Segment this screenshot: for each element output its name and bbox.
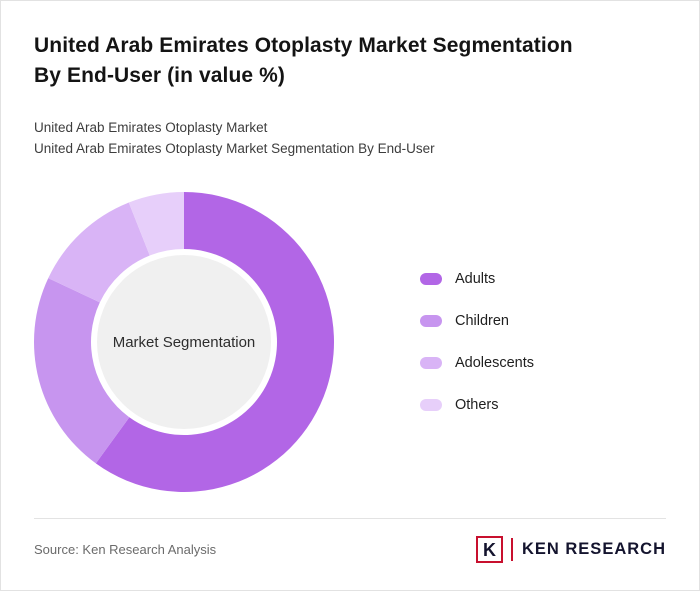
legend-swatch-adolescents xyxy=(420,356,442,369)
logo-k-letter: K xyxy=(482,539,496,560)
page-title: United Arab Emirates Otoplasty Market Se… xyxy=(34,31,666,92)
donut-center-circle xyxy=(97,254,271,429)
donut-segments xyxy=(34,191,334,492)
legend-item-adults[interactable]: Adults xyxy=(420,271,534,287)
legend-item-others[interactable]: Others xyxy=(420,397,534,413)
footer: Source: Ken Research Analysis K KEN RESE… xyxy=(34,518,666,563)
donut-segment-adults[interactable] xyxy=(95,191,334,492)
logo-k-emblem: K xyxy=(475,536,503,563)
legend-item-adolescents[interactable]: Adolescents xyxy=(420,355,534,371)
legend-label-children: Children xyxy=(455,312,509,329)
subtitle-market: United Arab Emirates Otoplasty Market xyxy=(34,119,268,135)
legend-label-adolescents: Adolescents xyxy=(455,354,534,371)
donut-segment-children[interactable] xyxy=(34,277,130,464)
legend-item-children[interactable]: Children xyxy=(420,313,534,329)
donut-chart: Market Segmentation xyxy=(34,191,334,492)
chart-legend: Adults Children Adolescents Others xyxy=(420,271,534,413)
page-title-line1: United Arab Emirates Otoplasty Market Se… xyxy=(34,34,573,57)
legend-label-adults: Adults xyxy=(455,270,496,287)
source-text: Source: Ken Research Analysis xyxy=(34,542,217,557)
logo-brand-text: KEN RESEARCH xyxy=(521,540,666,558)
ken-research-logo: K KEN RESEARCH xyxy=(475,536,666,563)
legend-swatch-children xyxy=(420,314,442,327)
logo-separator-bar xyxy=(510,538,513,561)
chart-section: Market Segmentation Adults Children Adol… xyxy=(34,191,666,492)
donut-center-label: Market Segmentation xyxy=(113,334,256,351)
donut-segment-others[interactable] xyxy=(128,191,184,256)
page-title-line2: By End-User (in value %) xyxy=(34,64,285,88)
legend-label-others: Others xyxy=(455,396,499,413)
subtitle-block: United Arab Emirates Otoplasty Market Un… xyxy=(34,118,666,160)
donut-segment-adolescents[interactable] xyxy=(48,202,150,303)
legend-swatch-others xyxy=(420,398,442,411)
subtitle-segmentation: United Arab Emirates Otoplasty Market Se… xyxy=(34,140,435,156)
legend-swatch-adults xyxy=(420,272,442,285)
